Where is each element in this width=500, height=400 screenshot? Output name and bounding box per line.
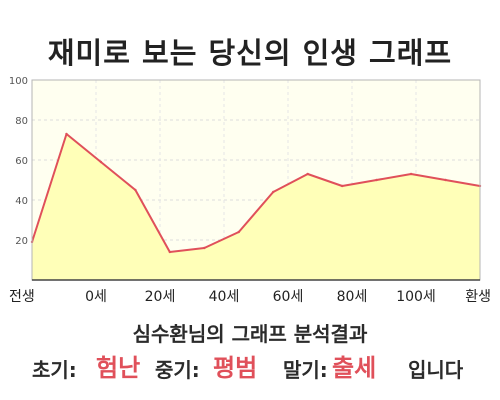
result-heading: 심수환님의 그래프 분석결과 — [132, 322, 368, 346]
y-tick-label: 80 — [15, 116, 28, 127]
data-point — [203, 246, 206, 250]
data-point — [306, 172, 309, 176]
data-point — [99, 160, 103, 164]
early-label: 초기: — [32, 358, 77, 382]
data-point — [65, 132, 68, 136]
y-tick-label: 40 — [15, 196, 28, 207]
data-point — [409, 172, 413, 176]
data-point — [444, 178, 447, 182]
data-point — [340, 184, 344, 188]
x-tick-label: 40세 — [209, 289, 240, 305]
data-point — [237, 230, 240, 234]
page-title: 재미로 보는 당신의 인생 그래프 — [47, 36, 453, 70]
data-point — [375, 178, 378, 182]
early-value: 험난 — [96, 354, 141, 382]
data-point — [168, 250, 172, 254]
x-tick-label: 100세 — [396, 289, 436, 305]
result-summary: 초기: 험난 중기: 평범 말기: 출세 입니다 — [0, 344, 500, 384]
x-tick-label: 환생 — [465, 289, 491, 305]
late-label: 말기: — [283, 358, 328, 382]
middle-value: 평범 — [213, 354, 258, 382]
x-tick-label: 전생 — [9, 289, 35, 305]
x-tick-label: 0세 — [85, 289, 107, 305]
x-tick-label: 60세 — [273, 289, 304, 305]
life-line — [31, 133, 481, 253]
x-tick-label: 80세 — [337, 289, 368, 305]
x-tick-label: 20세 — [145, 289, 176, 305]
data-point — [272, 190, 275, 194]
data-point — [134, 188, 137, 192]
y-tick-label: 60 — [15, 156, 28, 167]
life-area-fill — [32, 134, 480, 280]
middle-label: 중기: — [155, 358, 200, 382]
result-ending: 입니다 — [408, 358, 464, 382]
y-tick-label: 20 — [15, 236, 28, 247]
y-tick-label: 100 — [9, 76, 28, 87]
late-value: 출세 — [332, 354, 377, 382]
